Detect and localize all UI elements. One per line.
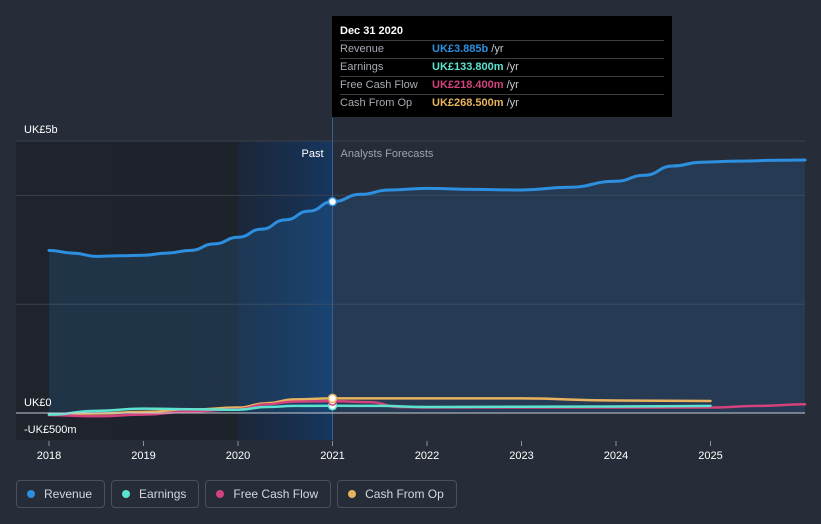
legend: Revenue Earnings Free Cash Flow Cash Fro…	[16, 480, 457, 508]
tooltip-date: Dec 31 2020	[340, 25, 403, 37]
tooltip-label: Free Cash Flow	[340, 79, 418, 91]
y-label-zero: UK£0	[24, 397, 52, 409]
x-tick-label: 2024	[604, 450, 628, 462]
tooltip-unit: /yr	[506, 61, 519, 73]
legend-dot-icon	[122, 490, 131, 498]
highlight-band	[238, 141, 333, 440]
x-tick-label: 2023	[509, 450, 533, 462]
tooltip-row-cash-from-op: Cash From Op UK£268.500m /yr	[340, 94, 664, 112]
x-axis-ticks: 2018 2019 2020 2021 2022 2023 2024 2025	[37, 441, 723, 462]
past-label: Past	[301, 148, 323, 160]
tooltip-unit: /yr	[506, 97, 519, 109]
y-label-bottom: -UK£500m	[24, 424, 77, 436]
series-lines	[47, 158, 807, 418]
x-tick-label: 2020	[226, 450, 250, 462]
legend-dot-icon	[27, 490, 35, 498]
forecast-label: Analysts Forecasts	[341, 148, 434, 160]
tooltip-value: UK£3.885b	[432, 43, 489, 55]
tooltip-row-earnings: Earnings UK£133.800m /yr	[340, 58, 664, 76]
hover-markers	[327, 196, 338, 411]
tooltip-value: UK£268.500m	[432, 97, 504, 109]
series-line-free-cash-flow	[47, 399, 807, 418]
marker-revenue	[327, 196, 338, 207]
legend-label: Earnings	[139, 487, 187, 501]
x-tick-label: 2025	[698, 450, 722, 462]
tooltip-value: UK£133.800m	[432, 61, 504, 73]
legend-label: Cash From Op	[365, 487, 444, 501]
revenue-area	[49, 160, 805, 413]
tooltip-row-revenue: Revenue UK£3.885b /yr	[340, 40, 664, 58]
legend-label: Revenue	[44, 487, 93, 501]
x-tick-label: 2022	[415, 450, 439, 462]
legend-label: Free Cash Flow	[233, 487, 319, 501]
legend-item-earnings[interactable]: Earnings	[111, 480, 200, 508]
legend-item-cash-from-op[interactable]: Cash From Op	[337, 480, 457, 508]
tooltip: Dec 31 2020 Revenue UK£3.885b /yr Earnin…	[332, 16, 672, 117]
tooltip-label: Earnings	[340, 61, 384, 73]
series-line-earnings	[47, 404, 712, 416]
tooltip-label: Revenue	[340, 43, 385, 55]
legend-item-free-cash-flow[interactable]: Free Cash Flow	[205, 480, 332, 508]
series-line-cash-from-op	[47, 397, 712, 416]
marker-cash-from-op	[327, 393, 338, 404]
x-tick-label: 2019	[131, 450, 155, 462]
legend-item-revenue[interactable]: Revenue	[16, 480, 106, 508]
x-tick-label: 2021	[320, 450, 344, 462]
gridlines	[16, 140, 805, 305]
legend-dot-icon	[348, 490, 357, 498]
y-label-top: UK£5b	[24, 124, 58, 136]
series-line-revenue	[47, 158, 807, 258]
revenue-area-layer	[49, 160, 805, 413]
tooltip-row-free-cash-flow: Free Cash Flow UK£218.400m /yr	[340, 76, 664, 94]
tooltip-unit: /yr	[506, 79, 519, 91]
tooltip-unit: /yr	[491, 43, 504, 55]
tooltip-value: UK£218.400m	[432, 79, 504, 91]
tooltip-label: Cash From Op	[340, 97, 413, 109]
x-tick-label: 2018	[37, 450, 61, 462]
legend-dot-icon	[216, 490, 225, 498]
